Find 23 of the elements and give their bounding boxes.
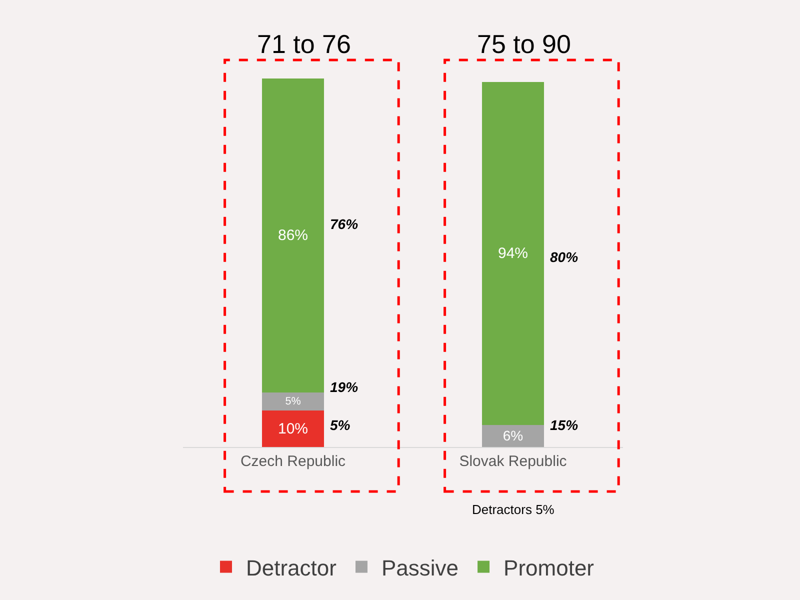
x-tick-label: Slovak Republic [459,453,568,470]
text: Detractors 5% [472,502,555,517]
bar [482,82,544,426]
bar [262,410,324,447]
legend-label: Detractor [246,555,336,580]
x-tick-label: Czech Republic [240,453,346,470]
legend-label: Promoter [504,555,594,580]
annotation: 80% [550,249,579,265]
annotation: 19% [330,379,359,395]
bar [262,78,324,392]
annotation: 5% [330,417,351,433]
data-label: 5% [285,396,302,408]
data-label: 6% [502,427,524,444]
annotation: 15% [550,417,579,433]
data-label: 94% [498,245,528,262]
text: 71 to 76 [257,29,351,59]
annotation: 76% [330,216,359,232]
data-label: 86% [278,226,308,244]
data-label: 10% [278,420,308,438]
bar [262,392,324,411]
bar [482,425,544,447]
text: 75 to 90 [477,29,571,59]
legend-label: Passive [381,555,459,580]
